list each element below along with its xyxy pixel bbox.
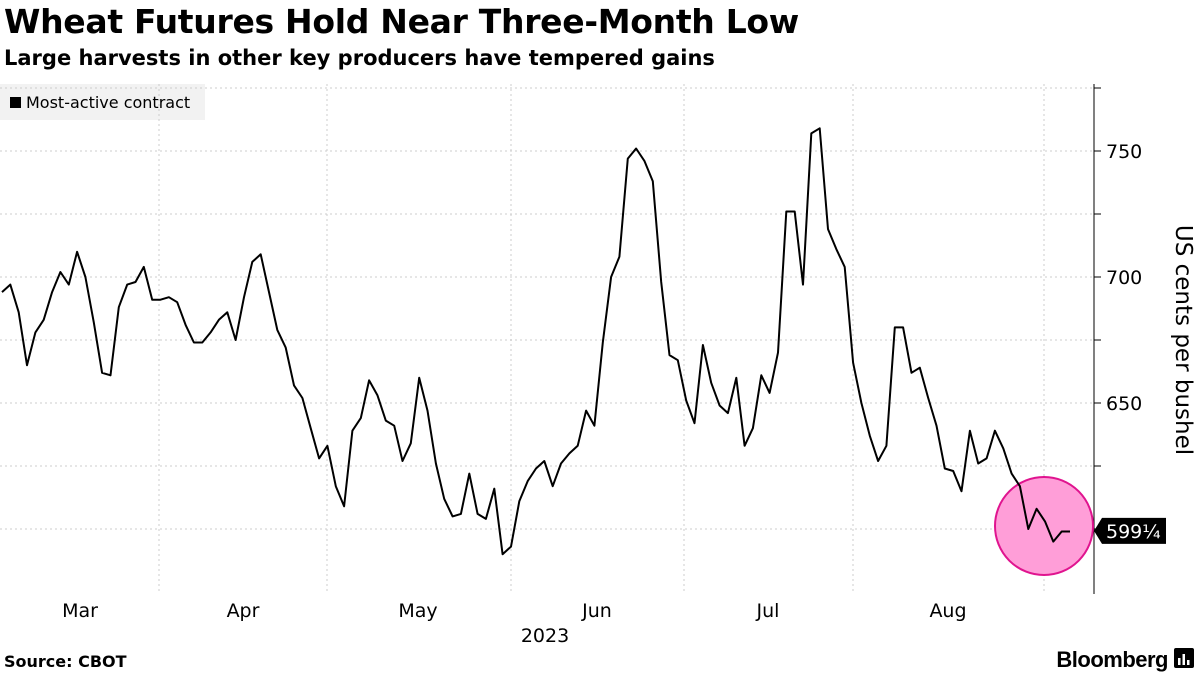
chart-subtitle: Large harvests in other key producers ha… bbox=[4, 46, 715, 70]
y-tick-label: 750 bbox=[1106, 141, 1142, 163]
source-note: Source: CBOT bbox=[4, 652, 127, 671]
bloomberg-bars-icon bbox=[1174, 648, 1194, 668]
y-tick-label: 650 bbox=[1106, 393, 1142, 415]
x-tick-label: Jul bbox=[756, 600, 780, 622]
last-value-badge bbox=[1094, 517, 1166, 544]
last-value-label: 599¼ bbox=[1106, 521, 1161, 543]
x-tick-label: Mar bbox=[62, 600, 98, 622]
y-tick-label: 700 bbox=[1106, 267, 1142, 289]
legend-label: Most-active contract bbox=[26, 92, 191, 112]
bloomberg-logo: Bloomberg bbox=[1056, 647, 1168, 672]
legend-swatch bbox=[10, 96, 21, 108]
legend: Most-active contract bbox=[0, 84, 205, 120]
x-tick-label: Aug bbox=[929, 600, 966, 622]
y-axis-label: US cents per bushel bbox=[1170, 225, 1196, 455]
x-tick-label: May bbox=[398, 600, 437, 622]
x-axis-year-label: 2023 bbox=[521, 625, 569, 647]
series-line-most-active bbox=[1, 127, 1070, 556]
x-tick-label: Jun bbox=[581, 600, 612, 622]
highlight-circle bbox=[994, 476, 1094, 576]
x-tick-label: Apr bbox=[227, 600, 260, 622]
chart-title: Wheat Futures Hold Near Three-Month Low bbox=[4, 2, 799, 41]
